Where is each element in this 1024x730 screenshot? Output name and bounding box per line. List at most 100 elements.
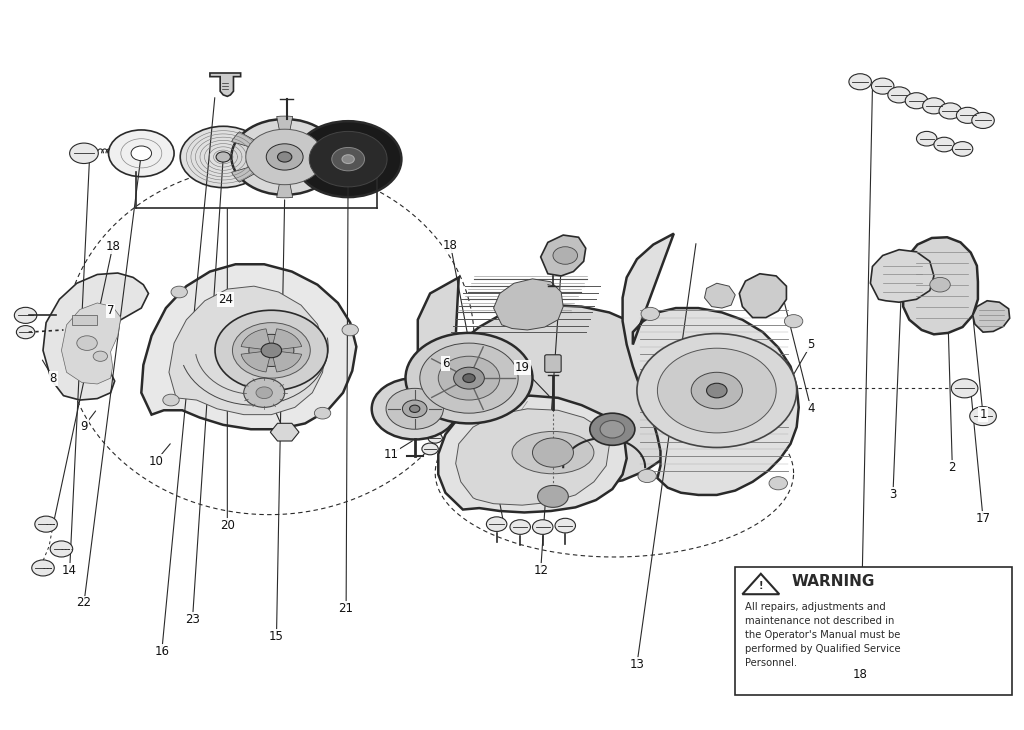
Polygon shape [456, 409, 609, 505]
Circle shape [934, 137, 954, 152]
Circle shape [16, 326, 35, 339]
Text: 14: 14 [62, 564, 77, 577]
Circle shape [332, 147, 365, 171]
Circle shape [849, 74, 871, 90]
Circle shape [256, 387, 272, 399]
Circle shape [35, 516, 57, 532]
Text: 6: 6 [441, 357, 450, 370]
Circle shape [246, 129, 324, 185]
Polygon shape [870, 250, 934, 302]
Circle shape [538, 485, 568, 507]
Text: 16: 16 [155, 645, 169, 658]
Circle shape [923, 98, 945, 114]
Circle shape [309, 131, 387, 187]
Polygon shape [438, 396, 627, 512]
Circle shape [244, 378, 285, 407]
Circle shape [372, 378, 458, 439]
Circle shape [77, 336, 97, 350]
Circle shape [600, 420, 625, 438]
Circle shape [972, 112, 994, 128]
Circle shape [956, 107, 979, 123]
Circle shape [232, 323, 310, 378]
Wedge shape [276, 116, 293, 157]
Wedge shape [271, 350, 302, 372]
Text: 3: 3 [889, 488, 897, 502]
Text: 24: 24 [218, 293, 232, 306]
Circle shape [555, 518, 575, 533]
Wedge shape [271, 328, 302, 350]
Polygon shape [494, 279, 563, 330]
Circle shape [486, 517, 507, 531]
Circle shape [342, 155, 354, 164]
Circle shape [916, 131, 937, 146]
Text: !: ! [759, 581, 763, 591]
Text: 10: 10 [148, 455, 163, 468]
Circle shape [422, 443, 438, 455]
Circle shape [905, 93, 928, 109]
Polygon shape [210, 73, 241, 96]
Circle shape [657, 348, 776, 433]
Wedge shape [285, 132, 338, 157]
Text: 13: 13 [630, 658, 644, 671]
Circle shape [784, 315, 803, 328]
Text: 18: 18 [105, 240, 120, 253]
Text: 8: 8 [49, 372, 57, 385]
Circle shape [532, 520, 553, 534]
FancyBboxPatch shape [545, 355, 561, 372]
Text: 11: 11 [384, 447, 398, 461]
Polygon shape [43, 273, 148, 400]
Polygon shape [739, 274, 786, 318]
Polygon shape [270, 423, 299, 441]
Text: 9: 9 [80, 420, 88, 433]
Text: 4: 4 [807, 402, 815, 415]
Polygon shape [705, 283, 735, 308]
Wedge shape [285, 157, 338, 182]
Circle shape [553, 247, 578, 264]
Circle shape [428, 433, 442, 443]
Text: 5: 5 [807, 338, 815, 351]
Circle shape [171, 286, 187, 298]
Text: 23: 23 [185, 612, 200, 626]
Circle shape [215, 310, 328, 391]
Text: 19: 19 [515, 361, 529, 374]
Circle shape [590, 413, 635, 445]
Circle shape [438, 356, 500, 400]
Circle shape [707, 383, 727, 398]
Circle shape [871, 78, 894, 94]
Circle shape [163, 394, 179, 406]
Circle shape [295, 121, 401, 197]
Text: 15: 15 [269, 630, 284, 643]
FancyBboxPatch shape [735, 567, 1012, 695]
Circle shape [420, 343, 518, 413]
Circle shape [386, 388, 443, 429]
Text: 20: 20 [220, 519, 234, 532]
Circle shape [261, 343, 282, 358]
Circle shape [463, 374, 475, 383]
Text: 17: 17 [976, 512, 990, 525]
Circle shape [930, 277, 950, 292]
Circle shape [14, 307, 37, 323]
Circle shape [638, 469, 656, 483]
Text: 7: 7 [106, 304, 115, 318]
Circle shape [454, 367, 484, 389]
Circle shape [691, 372, 742, 409]
Circle shape [951, 379, 978, 398]
Circle shape [131, 146, 152, 161]
Polygon shape [623, 234, 799, 495]
Polygon shape [61, 303, 121, 384]
Text: 22: 22 [77, 596, 91, 610]
Wedge shape [241, 350, 271, 372]
Text: 18: 18 [443, 239, 458, 252]
Text: WARNING: WARNING [792, 575, 874, 589]
Text: 18: 18 [853, 668, 867, 681]
Text: 1: 1 [979, 408, 987, 421]
Polygon shape [169, 286, 326, 415]
Polygon shape [418, 277, 686, 486]
Circle shape [402, 400, 427, 418]
Circle shape [410, 405, 420, 412]
Text: 21: 21 [339, 602, 353, 615]
Circle shape [952, 142, 973, 156]
Text: 2: 2 [948, 461, 956, 474]
Circle shape [970, 407, 996, 426]
Circle shape [180, 126, 266, 188]
